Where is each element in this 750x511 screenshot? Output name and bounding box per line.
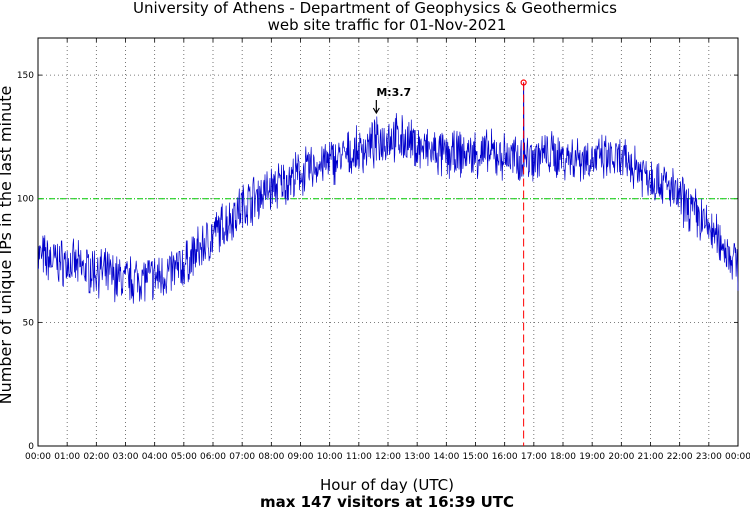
x-tick-label: 10:00 <box>317 452 343 462</box>
y-tick-label: 100 <box>17 195 34 205</box>
x-tick-label: 06:00 <box>200 452 226 462</box>
chart-subtitle: web site traffic for 01-Nov-2021 <box>268 16 507 34</box>
x-tick-label: 13:00 <box>404 452 430 462</box>
x-tick-label: 00:00 <box>725 452 750 462</box>
x-tick-label: 16:00 <box>492 452 518 462</box>
chart-title: University of Athens - Department of Geo… <box>133 0 617 17</box>
series-layer <box>37 82 739 304</box>
annotation-arrow-head <box>372 107 380 115</box>
x-tick-label: 15:00 <box>463 452 489 462</box>
max-visitors-caption: max 147 visitors at 16:39 UTC <box>260 493 514 511</box>
tick-labels: 00:00 01:00 02:00 03:00 04:00 05:00 06:00 07:00… <box>17 71 750 462</box>
x-tick-label: 17:00 <box>521 452 547 462</box>
x-tick-label: 02:00 <box>83 452 109 462</box>
y-tick-label: 0 <box>28 442 34 452</box>
max-marker-layer <box>520 79 527 446</box>
x-axis-label: Hour of day (UTC) <box>320 476 454 494</box>
x-tick-label: 01:00 <box>54 452 80 462</box>
x-tick-label: 05:00 <box>171 452 197 462</box>
x-tick-label: 12:00 <box>375 452 401 462</box>
y-tick-label: 50 <box>23 318 35 328</box>
x-tick-label: 00:00 <box>25 452 51 462</box>
plot-axes <box>37 37 739 447</box>
max-marker <box>520 79 527 86</box>
x-tick-label: 03:00 <box>113 452 139 462</box>
x-tick-label: 07:00 <box>229 452 255 462</box>
x-tick-label: 08:00 <box>258 452 284 462</box>
y-axis-label: Number of unique IPs in the last minute <box>0 86 15 405</box>
x-tick-label: 09:00 <box>288 452 314 462</box>
annotation-label: M:3.7 <box>376 86 411 99</box>
plot-frame <box>37 37 739 447</box>
x-tick-label: 18:00 <box>550 452 576 462</box>
annotation-arrow <box>372 100 380 115</box>
x-tick-label: 21:00 <box>638 452 664 462</box>
x-tick-label: 04:00 <box>142 452 168 462</box>
x-tick-label: 19:00 <box>579 452 605 462</box>
series-line <box>37 82 739 304</box>
x-tick-label: 22:00 <box>667 452 693 462</box>
y-tick-label: 150 <box>17 71 34 81</box>
x-tick-label: 23:00 <box>696 452 722 462</box>
x-tick-label: 20:00 <box>608 452 634 462</box>
x-tick-label: 14:00 <box>433 452 459 462</box>
x-tick-label: 11:00 <box>346 452 372 462</box>
grid-lines <box>38 38 738 446</box>
